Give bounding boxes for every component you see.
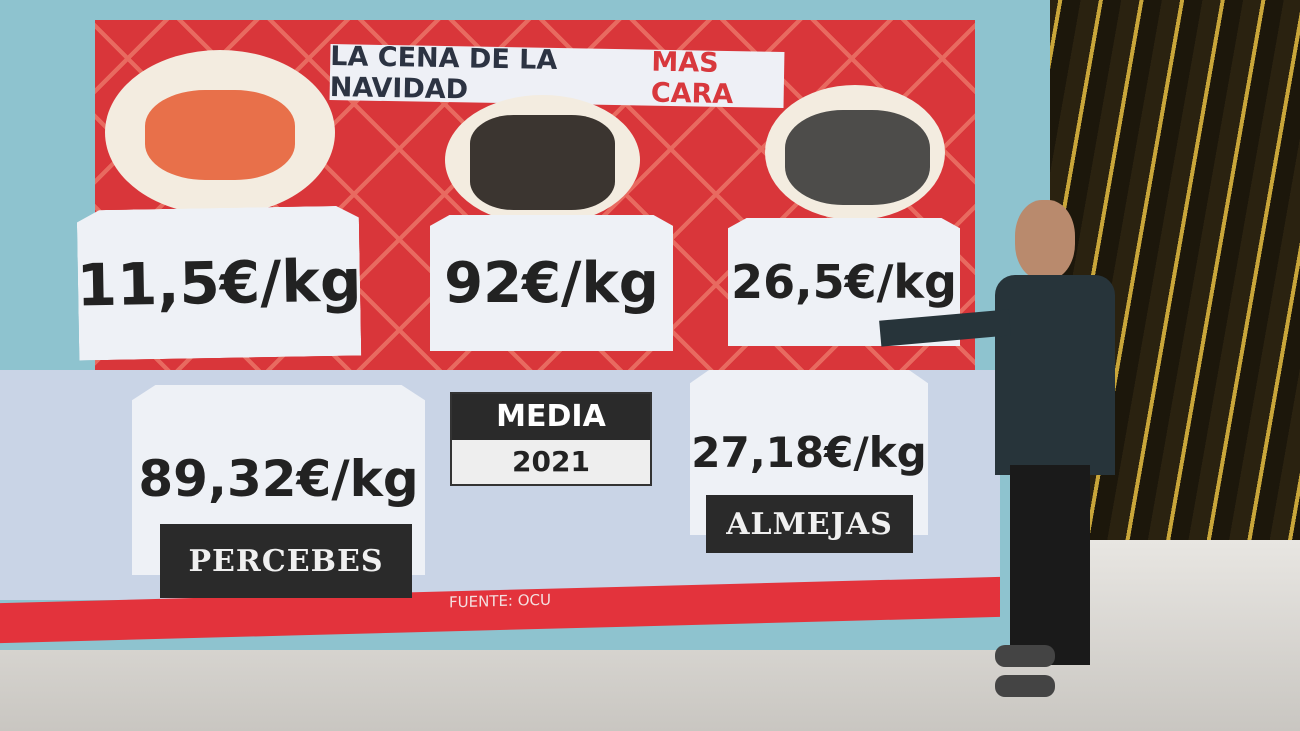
barnacles-plate-image [445,95,640,225]
media-year: 2021 [512,445,590,478]
presenter [879,195,1120,715]
price-tag-shrimp: 11,5€/kg [77,206,362,361]
video-wall: FUENTE: OCU LA CENA DE LA NAVIDAD MÁS CAR… [0,0,1050,650]
shrimp-plate-image [105,50,335,215]
source-text: FUENTE: OCU [448,590,552,612]
price-tag-barnacles: 92€/kg [430,215,673,351]
almejas-label: ALMEJAS [706,495,913,553]
media-box: MEDIA 2021 [450,392,652,486]
price-value: 11,5€/kg [76,246,362,320]
media-label: MEDIA [452,394,650,440]
label-text: PERCEBES [188,543,384,579]
price-value: 26,5€/kg [731,255,957,309]
headline-highlight: MÁS CARA [650,46,734,111]
clams-plate-image [765,85,945,220]
percebes-label: PERCEBES [160,524,412,598]
average-value: 89,32€/kg [138,450,419,508]
average-value: 27,18€/kg [691,428,927,477]
headline-main: LA CENA DE LA NAVIDAD [329,41,558,106]
label-text: ALMEJAS [726,506,893,542]
price-value: 92€/kg [444,250,659,316]
